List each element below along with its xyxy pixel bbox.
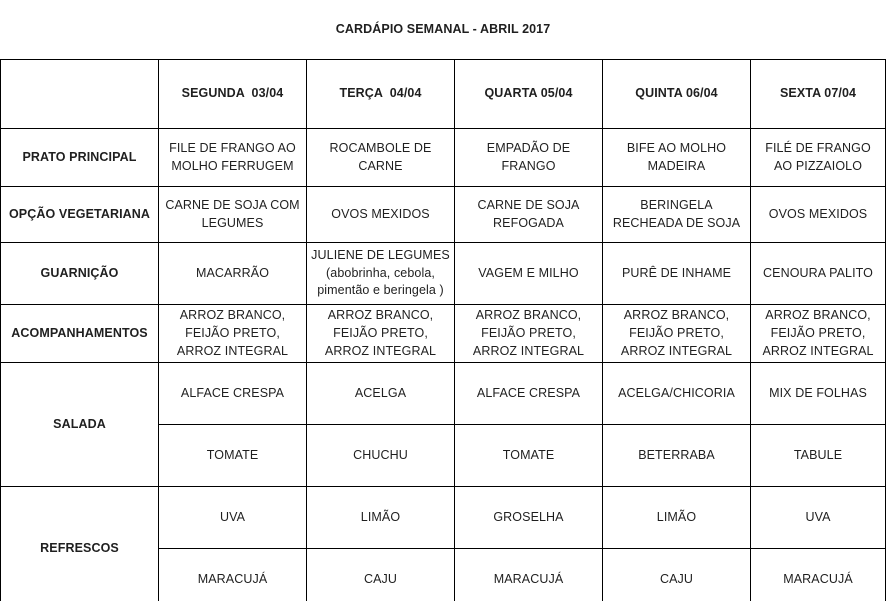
cell-acompanhamentos-quinta: ARROZ BRANCO, FEIJÃO PRETO, ARROZ INTEGR…	[602, 303, 751, 364]
cell-refrescos1-segunda: UVA	[158, 486, 307, 550]
table-row: ACOMPANHAMENTOS ARROZ BRANCO, FEIJÃO PRE…	[0, 303, 887, 364]
cell-acompanhamentos-terca: ARROZ BRANCO, FEIJÃO PRETO, ARROZ INTEGR…	[306, 303, 455, 364]
cell-acompanhamentos-sexta: ARROZ BRANCO, FEIJÃO PRETO, ARROZ INTEGR…	[749, 303, 887, 364]
table-row: TOMATE CHUCHU TOMATE BETERRABA TABULE	[1, 424, 887, 488]
cell-salada2-quarta: TOMATE	[454, 424, 603, 488]
cell-refrescos2-sexta: MARACUJÁ	[749, 548, 887, 601]
day-header-segunda: SEGUNDA 03/04	[158, 59, 307, 129]
cell-vegetariana-quarta: CARNE DE SOJA REFOGADA	[454, 186, 603, 243]
cell-refrescos1-sexta: UVA	[749, 486, 887, 550]
cell-salada2-quinta: BETERRABA	[602, 424, 751, 488]
cell-vegetariana-segunda: CARNE DE SOJA COM LEGUMES	[158, 186, 307, 243]
cell-salada1-quinta: ACELGA/CHICORIA	[602, 362, 751, 426]
cell-prato-terca: ROCAMBOLE DE CARNE	[306, 128, 455, 187]
day-header-quarta: QUARTA 05/04	[454, 59, 603, 129]
cell-guarnicao-segunda: MACARRÃO	[158, 242, 307, 305]
cell-salada2-sexta: TABULE	[749, 424, 887, 488]
cell-prato-segunda: FILE DE FRANGO AO MOLHO FERRUGEM	[158, 128, 307, 187]
row-label-guarnicao: GUARNIÇÃO	[0, 242, 159, 305]
cell-refrescos2-quinta: CAJU	[602, 548, 751, 601]
day-header-quinta: QUINTA 06/04	[602, 59, 751, 129]
cell-refrescos2-quarta: MARACUJÁ	[454, 548, 603, 601]
cell-guarnicao-sexta: CENOURA PALITO	[749, 242, 887, 305]
table-row: OPÇÃO VEGETARIANA CARNE DE SOJA COM LEGU…	[0, 186, 887, 243]
row-label-refrescos: REFRESCOS	[0, 486, 159, 601]
cell-vegetariana-quinta: BERINGELA RECHEADA DE SOJA	[602, 186, 751, 243]
cell-refrescos2-terca: CAJU	[306, 548, 455, 601]
cell-refrescos2-segunda: MARACUJÁ	[158, 548, 307, 601]
table-row: SALADA ALFACE CRESPA ACELGA ALFACE CRESP…	[0, 362, 887, 488]
cell-refrescos1-quinta: LIMÃO	[602, 486, 751, 550]
row-label-acompanhamentos: ACOMPANHAMENTOS	[0, 303, 159, 364]
cell-salada1-terca: ACELGA	[306, 362, 455, 426]
table-row: GUARNIÇÃO MACARRÃO JULIENE DE LEGUMES (a…	[0, 242, 887, 305]
table-row: REFRESCOS UVA LIMÃO GROSELHA LIMÃO UVA	[0, 486, 887, 601]
table-corner-cell	[0, 59, 159, 129]
row-label-opcao-vegetariana: OPÇÃO VEGETARIANA	[0, 186, 159, 243]
table-row: PRATO PRINCIPAL FILE DE FRANGO AO MOLHO …	[0, 128, 887, 187]
cell-salada1-segunda: ALFACE CRESPA	[158, 362, 307, 426]
cell-salada2-segunda: TOMATE	[158, 424, 307, 488]
header-row: SEGUNDA 03/04 TERÇA 04/04 QUARTA 05/04 Q…	[0, 59, 887, 129]
row-label-salada: SALADA	[0, 362, 159, 488]
cell-refrescos1-terca: LIMÃO	[306, 486, 455, 550]
cell-guarnicao-terca: JULIENE DE LEGUMES (abobrinha, cebola, p…	[306, 242, 455, 305]
cell-salada1-quarta: ALFACE CRESPA	[454, 362, 603, 426]
table-row: MARACUJÁ CAJU MARACUJÁ CAJU MARACUJÁ	[1, 548, 887, 601]
cell-refrescos1-quarta: GROSELHA	[454, 486, 603, 550]
cell-vegetariana-terca: OVOS MEXIDOS	[306, 186, 455, 243]
title-row: CARDÁPIO SEMANAL - ABRIL 2017	[0, 0, 886, 60]
day-header-sexta: SEXTA 07/04	[749, 59, 887, 129]
cell-acompanhamentos-quarta: ARROZ BRANCO, FEIJÃO PRETO, ARROZ INTEGR…	[454, 303, 603, 364]
cell-acompanhamentos-segunda: ARROZ BRANCO, FEIJÃO PRETO, ARROZ INTEGR…	[158, 303, 307, 364]
cell-vegetariana-sexta: OVOS MEXIDOS	[749, 186, 887, 243]
cell-guarnicao-quarta: VAGEM E MILHO	[454, 242, 603, 305]
cell-prato-quinta: BIFE AO MOLHO MADEIRA	[602, 128, 751, 187]
cell-prato-quarta: EMPADÃO DE FRANGO	[454, 128, 603, 187]
cell-salada2-terca: CHUCHU	[306, 424, 455, 488]
page-title: CARDÁPIO SEMANAL - ABRIL 2017	[0, 0, 886, 60]
cell-guarnicao-quinta: PURÊ DE INHAME	[602, 242, 751, 305]
cell-salada1-sexta: MIX DE FOLHAS	[749, 362, 887, 426]
day-header-terca: TERÇA 04/04	[306, 59, 455, 129]
cell-prato-sexta: FILÉ DE FRANGO AO PIZZAIOLO	[749, 128, 887, 187]
row-label-prato-principal: PRATO PRINCIPAL	[0, 128, 159, 187]
